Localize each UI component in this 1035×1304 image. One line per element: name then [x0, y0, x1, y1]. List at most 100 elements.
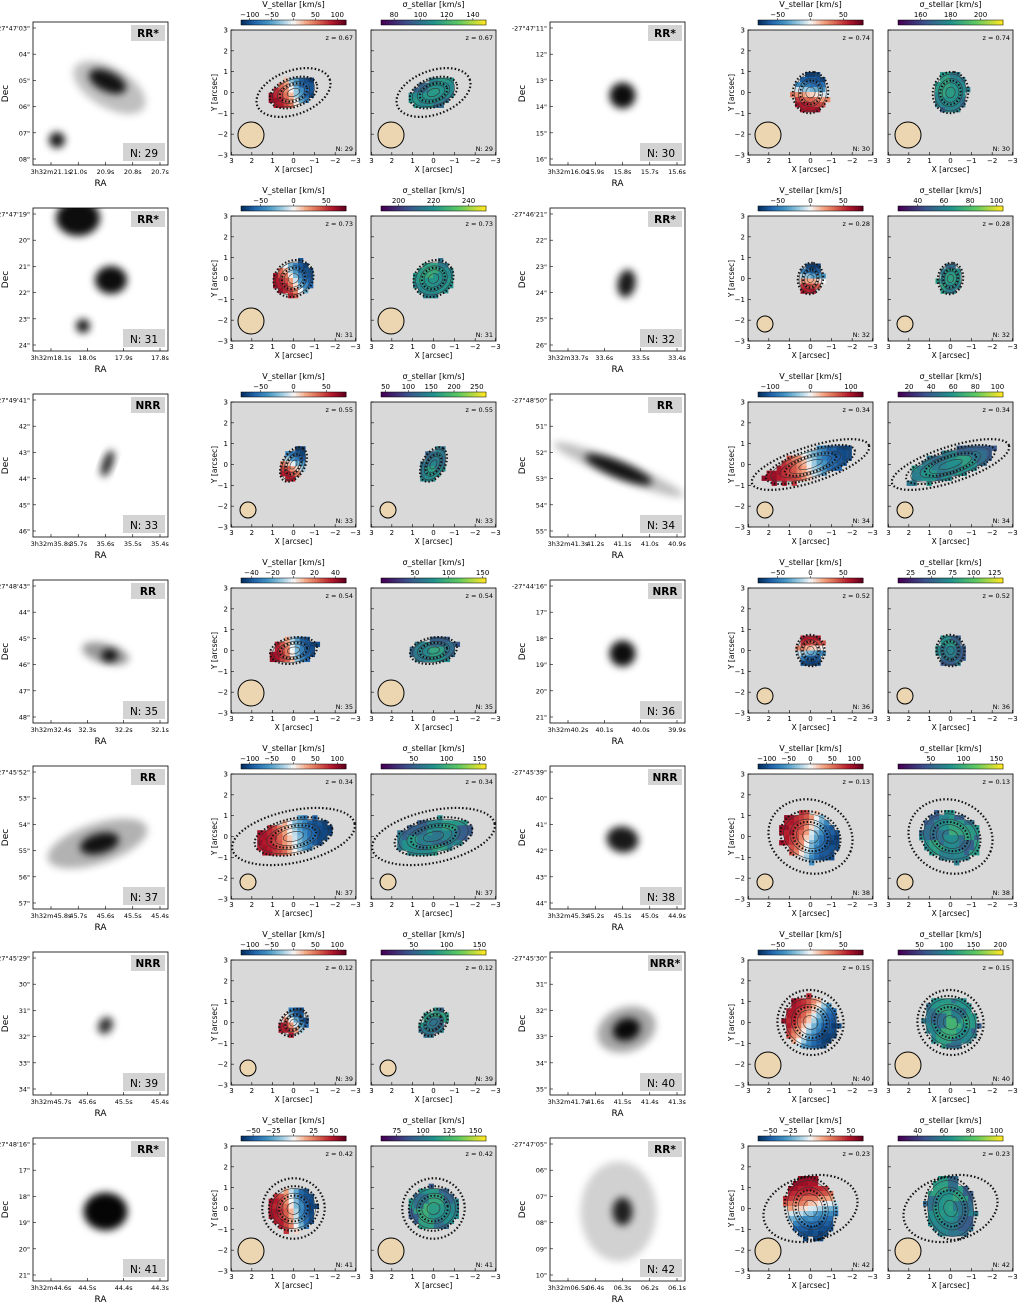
sig-colorbar-segment — [898, 764, 902, 769]
vel-colorbar-tick-label: 50 — [839, 569, 848, 577]
sig-spaxel — [944, 855, 950, 861]
vel-colorbar-segment — [810, 950, 814, 955]
sig-psf-circle — [896, 873, 914, 891]
vel-colorbar-tick-label: −100 — [757, 755, 776, 763]
vel-n-label: N: 40 — [853, 1075, 870, 1083]
vel-spaxel — [813, 1176, 819, 1182]
vel-spaxel — [811, 1043, 817, 1049]
sig-spaxel — [948, 1176, 954, 1182]
sig-spaxel — [926, 480, 932, 486]
vel-spaxel — [307, 820, 313, 826]
sig-spaxel — [956, 445, 962, 451]
sig-colorbar-segment — [997, 764, 1001, 769]
vel-colorbar-segment — [763, 392, 767, 397]
sig-spaxel — [439, 641, 446, 648]
vel-spaxel — [819, 825, 825, 831]
sig-spaxel — [413, 283, 419, 289]
vel-colorbar-segment — [298, 392, 302, 397]
dec-tick-label: 21" — [536, 714, 547, 722]
vel-x-tick-label: 3 — [229, 529, 233, 537]
vel-spaxel — [262, 830, 268, 836]
sig-spaxel — [447, 820, 453, 826]
sig-flux-contour — [423, 269, 444, 288]
vel-spaxel — [299, 636, 306, 643]
vel-spaxel — [287, 820, 293, 826]
sig-colorbar-segment — [459, 578, 463, 583]
sig-spaxel — [418, 1218, 424, 1224]
vel-colorbar-segment — [298, 20, 302, 25]
sig-colorbar-segment — [407, 764, 411, 769]
vel-colorbar-segment — [786, 764, 790, 769]
ra-tick-label: 3h32m33.7s — [548, 354, 589, 362]
sig-x-tick-label: −1 — [449, 715, 459, 723]
sig-spaxel — [428, 273, 434, 279]
vel-spaxel — [814, 855, 820, 861]
sig-spaxel — [946, 470, 952, 476]
sig-spaxel — [418, 102, 424, 108]
dec-axis-label: Dec — [1, 1201, 11, 1218]
sig-colorbar-segment — [961, 950, 965, 955]
vel-spaxel — [829, 835, 835, 841]
vel-colorbar-segment — [269, 206, 273, 211]
vel-spaxel — [829, 830, 835, 836]
sig-colorbar-segment — [483, 1136, 487, 1141]
vel-colorbar-segment — [852, 764, 856, 769]
dec-tick-label: 55" — [19, 847, 30, 855]
sig-flux-contour — [935, 824, 966, 849]
sig-colorbar-segment — [929, 1136, 933, 1141]
sig-spaxel — [417, 835, 423, 841]
vel-colorbar-segment — [335, 1136, 339, 1141]
sig-spaxel — [443, 82, 449, 88]
sig-x-tick-label: −1 — [449, 1087, 459, 1095]
vel-spaxel — [816, 470, 822, 476]
sig-colorbar-segment — [926, 20, 930, 25]
sig-colorbar-segment — [968, 392, 972, 397]
vel-colorbar-segment — [813, 392, 817, 397]
vel-spaxel — [793, 1196, 799, 1202]
vel-spaxel — [846, 450, 852, 456]
sig-colorbar-segment — [898, 1136, 902, 1141]
vel-colorbar-segment — [317, 950, 321, 955]
vel-colorbar-segment — [781, 578, 785, 583]
sig-colorbar-segment — [932, 206, 936, 211]
vel-spaxel — [327, 825, 333, 831]
sig-colorbar-segment — [470, 764, 474, 769]
sig-colorbar-segment — [465, 206, 469, 211]
sig-spaxel — [427, 825, 433, 831]
sig-spaxel — [944, 825, 950, 831]
sig-spaxel — [936, 470, 942, 476]
sig-spaxel — [424, 651, 431, 658]
vel-spaxel — [804, 855, 810, 861]
vel-colorbar-segment — [849, 392, 853, 397]
vel-colorbar-segment — [826, 20, 830, 25]
sig-spaxel — [462, 820, 468, 826]
vel-spaxel — [813, 1191, 819, 1197]
sig-spaxel — [953, 1231, 959, 1237]
vel-x-tick-label: 3 — [229, 1273, 233, 1281]
vel-colorbar-segment — [810, 206, 814, 211]
vel-spaxel — [297, 835, 303, 841]
sig-colorbar-segment — [441, 578, 445, 583]
sig-colorbar-segment — [961, 578, 965, 583]
sig-colorbar-segment — [976, 392, 980, 397]
vel-flux-contour — [796, 1009, 825, 1036]
vel-spaxel — [791, 1008, 797, 1014]
vel-spaxel — [793, 1226, 799, 1232]
sig-colorbar-segment — [984, 20, 988, 25]
vel-spaxel — [284, 651, 291, 658]
vel-spaxel — [811, 460, 817, 466]
vel-colorbar-segment — [304, 392, 308, 397]
class-label: RR* — [654, 214, 676, 226]
vel-colorbar-segment — [784, 764, 788, 769]
sig-spaxel — [407, 845, 413, 851]
sig-colorbar-segment — [911, 1136, 915, 1141]
vel-colorbar-segment — [269, 1136, 273, 1141]
sig-spaxel — [939, 845, 945, 851]
vel-redshift-label: z = 0.67 — [326, 34, 353, 42]
sig-colorbar-segment — [386, 764, 390, 769]
sig-colorbar-segment — [409, 578, 413, 583]
vel-colorbar-segment — [802, 206, 806, 211]
sig-spaxel — [438, 263, 444, 269]
vel-x-tick-label: −1 — [826, 157, 836, 165]
sig-colorbar-tick-label: 180 — [944, 11, 957, 19]
